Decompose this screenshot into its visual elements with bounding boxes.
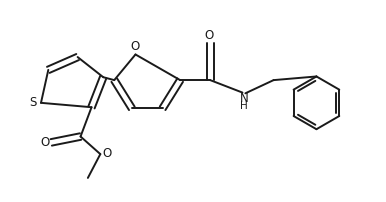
Text: O: O — [205, 29, 214, 42]
Text: O: O — [102, 147, 112, 160]
Text: O: O — [40, 136, 49, 149]
Text: O: O — [131, 40, 140, 53]
Text: N: N — [240, 92, 249, 105]
Text: H: H — [240, 101, 248, 112]
Text: S: S — [29, 96, 37, 109]
